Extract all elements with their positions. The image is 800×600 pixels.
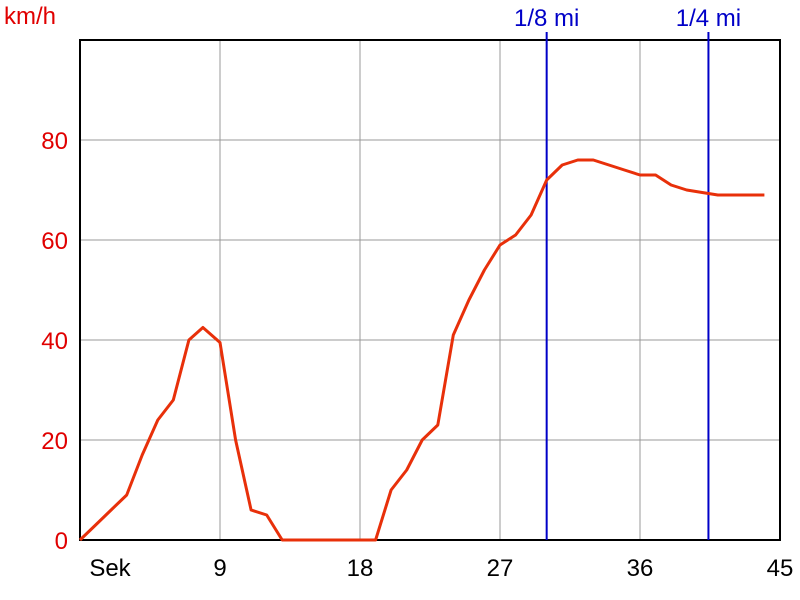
distance-markers: 1/8 mi 1/4 mi [514,5,741,540]
marker-label: 1/8 mi [514,5,579,32]
marker-label: 1/4 mi [676,5,741,32]
y-tick-label: 0 [55,528,68,555]
y-tick-label: 20 [41,428,68,455]
speed-series-line [78,158,765,542]
x-tick-label: 27 [487,555,514,582]
x-tick-labels: 9 18 27 36 45 [213,555,793,582]
x-tick-label: 18 [347,555,374,582]
y-axis-unit-label: km/h [4,3,56,30]
grid [80,40,780,540]
y-tick-label: 60 [41,228,68,255]
x-axis-unit-label: Sek [89,555,131,582]
x-tick-label: 9 [213,555,226,582]
x-tick-label: 36 [627,555,654,582]
y-tick-label: 80 [41,128,68,155]
x-tick-label: 45 [767,555,794,582]
y-tick-label: 40 [41,328,68,355]
y-tick-labels: 0 20 40 60 80 [41,128,68,555]
plot-frame [79,39,781,541]
